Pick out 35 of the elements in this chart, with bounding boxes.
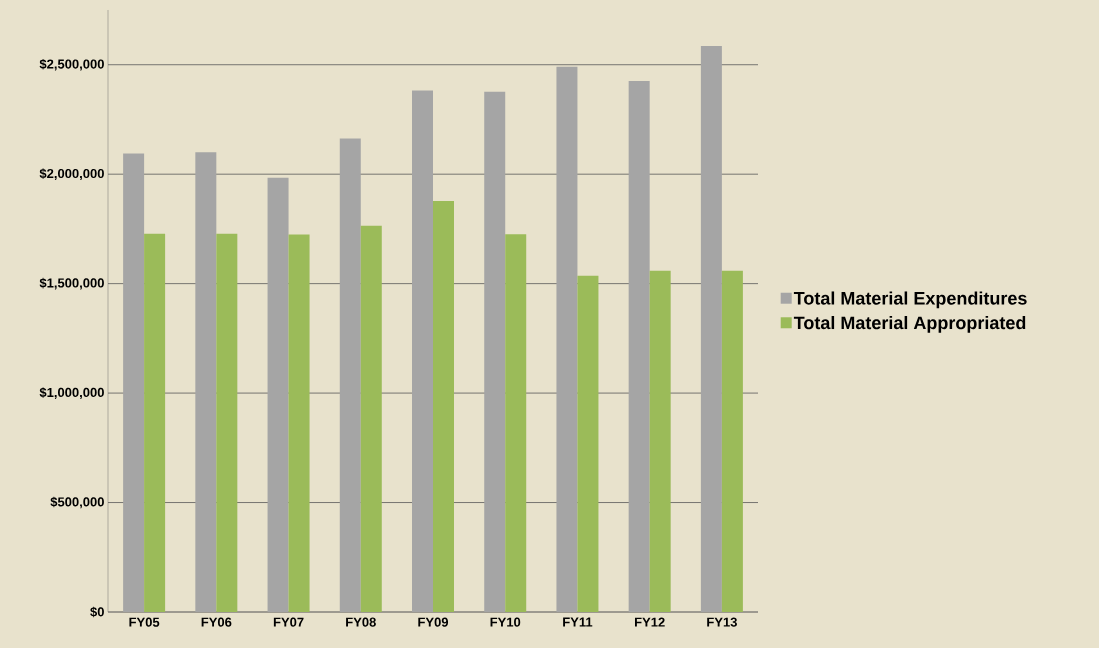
bar (700, 46, 722, 612)
bar (628, 80, 650, 612)
x-tick-label: FY13 (707, 617, 737, 627)
x-tick-label: FY05 (129, 617, 160, 627)
bar (433, 200, 454, 612)
x-tick-label: FY09 (418, 617, 449, 627)
y-tick-label: $1,500,000 (39, 277, 104, 290)
x-tick-label: FY08 (346, 617, 376, 627)
y-tick-label: $500,000 (50, 496, 104, 509)
bar (484, 91, 506, 612)
bar (195, 152, 217, 612)
bar (267, 177, 289, 612)
bar (412, 90, 433, 612)
x-tick-label: FY10 (490, 617, 521, 627)
bar (649, 270, 671, 612)
bar (123, 153, 145, 612)
bar (505, 234, 527, 612)
bar (216, 233, 238, 612)
legend-label: Total Material Expenditures (793, 291, 1027, 309)
bar (339, 138, 361, 612)
x-tick-label: FY11 (563, 617, 593, 627)
legend-label: Total Material Appropriated (793, 315, 1026, 333)
y-tick-label: $1,000,000 (39, 387, 104, 399)
bar (721, 270, 743, 612)
bar (360, 225, 382, 612)
x-tick-label: FY07 (273, 617, 304, 627)
y-tick-label: $2,000,000 (39, 168, 104, 180)
bar (288, 234, 310, 612)
x-tick-label: FY06 (201, 617, 232, 627)
x-tick-label: FY12 (635, 617, 665, 627)
y-tick-label: $2,500,000 (39, 58, 104, 71)
bar (144, 233, 166, 612)
bar (556, 66, 578, 612)
y-tick-label: $0 (90, 606, 104, 618)
bar (577, 275, 599, 612)
